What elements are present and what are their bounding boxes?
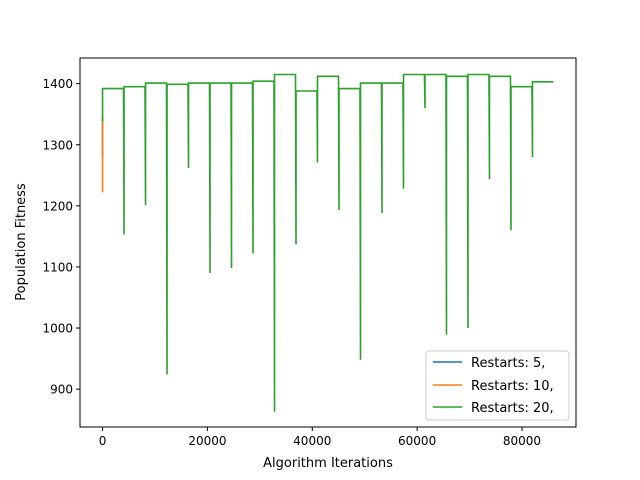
series-layer xyxy=(101,73,554,412)
y-tick-label: 1300 xyxy=(42,138,73,152)
legend-label-restarts-10: Restarts: 10, xyxy=(471,379,554,394)
axes-frame xyxy=(79,57,577,428)
x-tick-label: 80000 xyxy=(503,434,541,448)
legend: Restarts: 5, Restarts: 10, Restarts: 20, xyxy=(425,350,570,421)
legend-label-restarts-5: Restarts: 5, xyxy=(471,356,545,371)
x-tick-label: 60000 xyxy=(398,434,436,448)
y-tick-label: 900 xyxy=(50,383,73,397)
y-tick-label: 1100 xyxy=(42,260,73,274)
series-line-restarts-20 xyxy=(101,73,554,412)
x-axis-label: Algorithm Iterations xyxy=(263,456,393,471)
y-tick-label: 1200 xyxy=(42,199,73,213)
y-tick-label: 1400 xyxy=(42,77,73,91)
y-tick-label: 1000 xyxy=(42,322,73,336)
x-tick-label: 40000 xyxy=(293,434,331,448)
y-axis: 900 1000 1100 1200 1300 1400 xyxy=(42,77,80,397)
x-axis: 0 20000 40000 60000 80000 xyxy=(99,427,541,448)
legend-box xyxy=(425,350,570,421)
y-axis-label: Population Fitness xyxy=(14,183,29,301)
legend-label-restarts-20: Restarts: 20, xyxy=(471,401,554,416)
plot-area xyxy=(101,73,554,412)
x-tick-label: 20000 xyxy=(188,434,226,448)
x-tick-label: 0 xyxy=(99,434,107,448)
